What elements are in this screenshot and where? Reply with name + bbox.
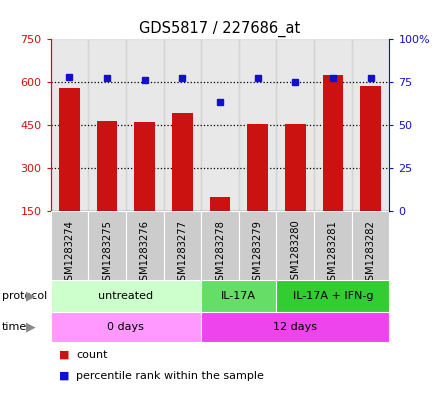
Bar <box>134 122 155 211</box>
Bar <box>88 211 126 280</box>
Bar <box>276 211 314 280</box>
Text: GSM1283276: GSM1283276 <box>140 220 150 286</box>
Text: GSM1283277: GSM1283277 <box>177 220 187 286</box>
Text: untreated: untreated <box>98 291 154 301</box>
Bar <box>276 280 389 312</box>
Text: ■: ■ <box>59 350 70 360</box>
Bar <box>239 39 276 211</box>
Bar <box>51 312 201 342</box>
Bar <box>51 211 88 280</box>
Text: ■: ■ <box>59 371 70 381</box>
Bar <box>126 39 164 211</box>
Text: IL-17A + IFN-g: IL-17A + IFN-g <box>293 291 373 301</box>
Bar <box>88 39 126 211</box>
Bar <box>164 39 201 211</box>
Text: GSM1283282: GSM1283282 <box>366 220 376 286</box>
Text: GSM1283274: GSM1283274 <box>64 220 74 286</box>
Bar <box>247 123 268 211</box>
Bar <box>285 123 306 211</box>
Bar <box>172 114 193 211</box>
Text: ▶: ▶ <box>26 290 36 303</box>
Bar <box>164 211 201 280</box>
Bar <box>59 88 80 211</box>
Text: GSM1283281: GSM1283281 <box>328 220 338 286</box>
Text: GSM1283279: GSM1283279 <box>253 220 263 286</box>
Bar <box>201 39 239 211</box>
Bar <box>126 211 164 280</box>
Bar <box>201 280 276 312</box>
Bar <box>360 86 381 211</box>
Text: ▶: ▶ <box>26 321 36 334</box>
Bar <box>314 39 352 211</box>
Bar <box>352 39 389 211</box>
Bar <box>51 39 88 211</box>
Bar <box>209 197 231 211</box>
Bar <box>97 121 117 211</box>
Bar <box>51 280 201 312</box>
Bar <box>239 211 276 280</box>
Text: GSM1283275: GSM1283275 <box>102 220 112 286</box>
Title: GDS5817 / 227686_at: GDS5817 / 227686_at <box>139 21 301 37</box>
Text: time: time <box>2 322 27 332</box>
Text: 0 days: 0 days <box>107 322 144 332</box>
Bar <box>352 211 389 280</box>
Text: 12 days: 12 days <box>273 322 317 332</box>
Bar <box>201 211 239 280</box>
Bar <box>276 39 314 211</box>
Text: count: count <box>76 350 108 360</box>
Bar <box>323 75 343 211</box>
Text: GSM1283280: GSM1283280 <box>290 220 300 286</box>
Text: percentile rank within the sample: percentile rank within the sample <box>76 371 264 381</box>
Bar <box>201 312 389 342</box>
Bar <box>314 211 352 280</box>
Text: GSM1283278: GSM1283278 <box>215 220 225 286</box>
Text: IL-17A: IL-17A <box>221 291 257 301</box>
Text: protocol: protocol <box>2 291 48 301</box>
